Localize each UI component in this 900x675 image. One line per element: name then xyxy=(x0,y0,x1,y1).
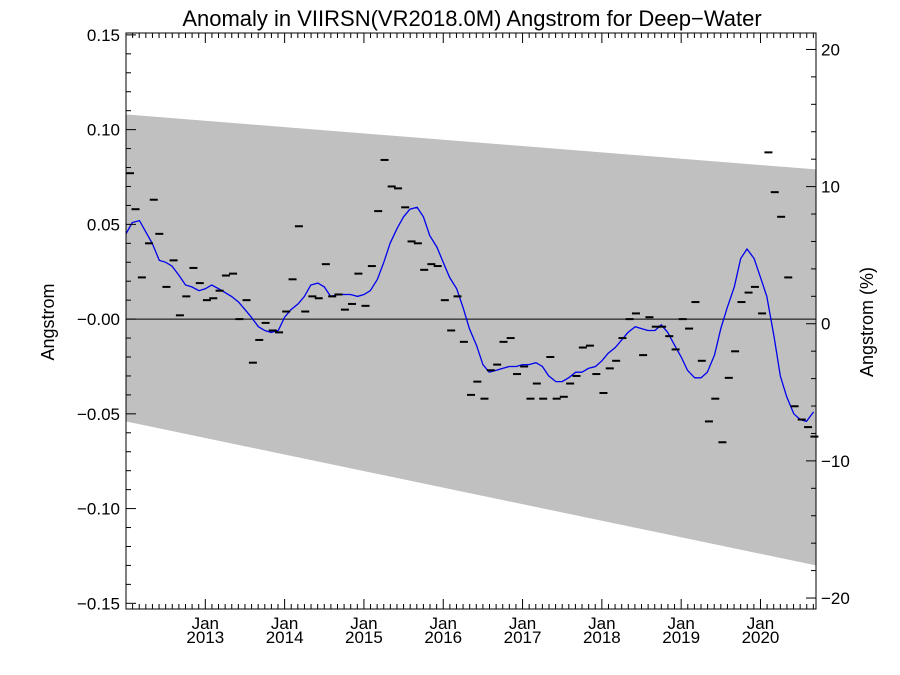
y2-tick-label: −10 xyxy=(821,452,850,471)
anomaly-line xyxy=(125,206,815,423)
y-tick-label: −0.10 xyxy=(77,500,120,519)
axes-layer: 0.15 0.10 0.05 −0.00 −0.05 −0.10 −0.15 20 10 0 −10… xyxy=(77,26,850,647)
monthly-markers-layer xyxy=(125,151,819,444)
y2-tick-label: 10 xyxy=(821,178,840,197)
y2-tick-label: 20 xyxy=(821,40,840,59)
x-tick-label-year: 2014 xyxy=(266,628,304,647)
x-tick-label-year: 2015 xyxy=(345,628,383,647)
x-tick-label-month: Jan xyxy=(271,614,298,633)
y2-tick-label: −20 xyxy=(821,589,850,608)
anomaly-line-layer xyxy=(125,206,815,423)
x-tick-label-month: Jan xyxy=(747,614,774,633)
x-tick-label-month: Jan xyxy=(192,614,219,633)
x-tick-label-month: Jan xyxy=(667,614,694,633)
y-tick-label: −0.15 xyxy=(77,594,120,613)
y-tick-label: 0.10 xyxy=(87,121,120,140)
x-tick-label-year: 2013 xyxy=(186,628,224,647)
x-tick-label-month: Jan xyxy=(509,614,536,633)
y2-axis-label: Angstrom (%) xyxy=(857,267,877,377)
y-tick-label: −0.05 xyxy=(77,405,120,424)
y-axis-label: Angstrom xyxy=(38,283,58,360)
x-tick-label-year: 2019 xyxy=(662,628,700,647)
y-tick-label: −0.00 xyxy=(77,310,120,329)
x-tick-label-month: Jan xyxy=(350,614,377,633)
x-tick-label-year: 2020 xyxy=(742,628,780,647)
x-tick-label-year: 2018 xyxy=(583,628,621,647)
x-tick-label-month: Jan xyxy=(588,614,615,633)
y-tick-label: 0.05 xyxy=(87,215,120,234)
plot-frame xyxy=(125,32,817,610)
confidence-band xyxy=(126,114,816,566)
confidence-band-layer xyxy=(126,114,816,566)
y-tick-label: 0.15 xyxy=(87,26,120,45)
x-tick-label-month: Jan xyxy=(430,614,457,633)
x-tick-label-year: 2017 xyxy=(504,628,542,647)
chart-title: Anomaly in VIIRSN(VR2018.0M) Angstrom fo… xyxy=(182,6,761,31)
y2-tick-label: 0 xyxy=(821,315,830,334)
x-tick-label-year: 2016 xyxy=(424,628,462,647)
